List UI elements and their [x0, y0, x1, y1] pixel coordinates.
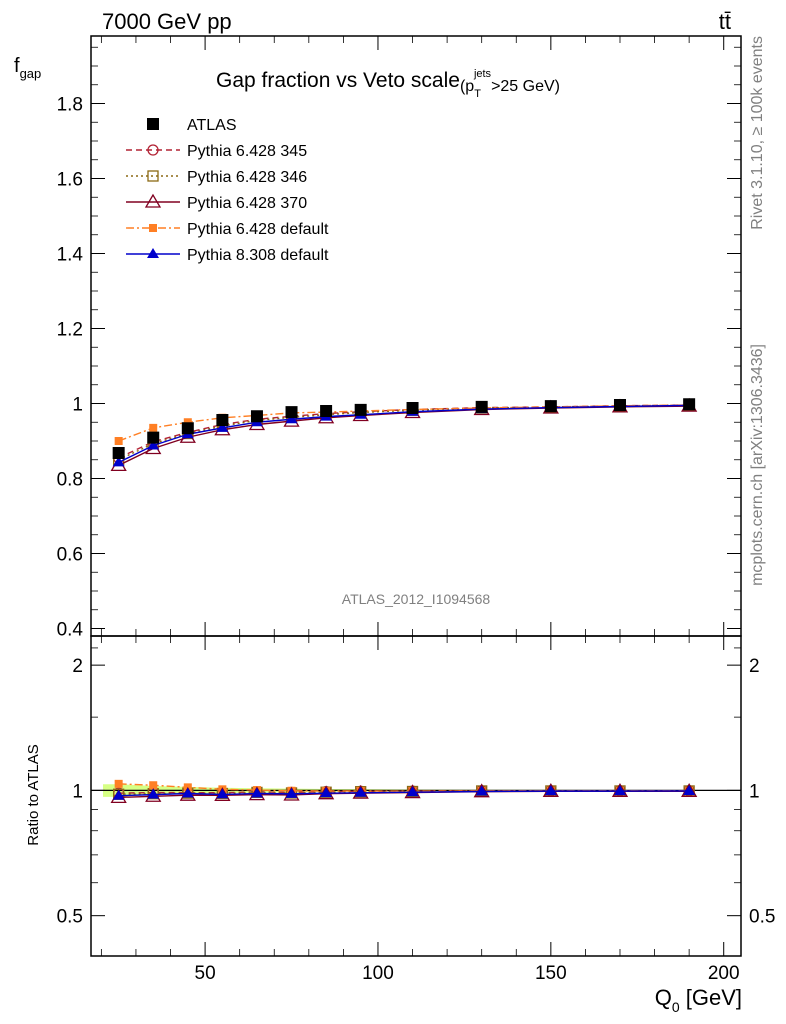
legend-label: Pythia 6.428 370 [187, 195, 307, 212]
ratio-data-point [147, 788, 160, 799]
data-point [406, 402, 419, 414]
data-point [320, 405, 333, 417]
data-point [147, 431, 160, 444]
y-axis-label-main: fgap [14, 55, 41, 81]
main-title-text: Gap fraction vs Veto scale [216, 69, 460, 92]
process-label: tt̄ [719, 9, 731, 34]
y-tick-label: 1.6 [57, 170, 83, 191]
data-point [216, 421, 229, 432]
main-series-group [110, 397, 698, 472]
x-axis-ticks: 50 100 150 200 [100, 36, 740, 984]
legend-marker [147, 248, 159, 258]
ratio-tick-label: 2 [72, 656, 83, 677]
ratio-data-point [473, 783, 490, 798]
title-cut-close: >25 GeV) [491, 78, 560, 95]
data-point [475, 400, 488, 413]
analysis-id: ATLAS_2012_I1094568 [342, 591, 491, 607]
main-title: Gap fraction vs Veto scale(pTjets>25 GeV… [216, 68, 560, 100]
data-point [683, 398, 696, 411]
data-point [112, 456, 125, 467]
y-tick-label: 0.4 [57, 620, 84, 641]
y-tick-label: 0.6 [57, 545, 83, 566]
data-point [613, 399, 626, 411]
ratio-data-point [114, 779, 123, 788]
ratio-data-point [149, 781, 158, 790]
legend-label: Pythia 8.308 default [187, 247, 329, 264]
main-panel: 0.4 0.6 0.8 1 1.2 1.4 1.6 1.8 Gap fraction vs V… [14, 35, 742, 641]
data-point [250, 410, 263, 423]
ratio-data-point [354, 786, 367, 797]
ratio-data-point [250, 787, 263, 798]
legend-label: Pythia 6.428 346 [187, 169, 307, 186]
ratio-data-point [181, 787, 194, 798]
ratio-data-point [285, 787, 298, 798]
ratio-data-point [216, 788, 229, 799]
legend-label: ATLAS [187, 117, 237, 134]
x-tick-label: 50 [195, 963, 216, 984]
ratio-series-group [110, 779, 698, 804]
legend-label: Pythia 6.428 default [187, 221, 329, 238]
title-cut-open: (p [460, 78, 474, 95]
ratio-panel: 0.5 0.5 1 1 2 2 Ratio to ATLAS 50 100 150 200 Q0… [25, 36, 775, 1015]
ratio-tick-label: 1 [72, 781, 83, 802]
series-atlas [112, 398, 696, 459]
legend-marker [149, 224, 157, 232]
ratio-data-point [613, 785, 626, 796]
y-tick-label: 1.8 [57, 95, 83, 116]
y-tick-label: 0.8 [57, 470, 83, 491]
ratio-data-point [683, 784, 696, 795]
ratio-tick-label-right: 1 [749, 781, 760, 802]
energy-label: 7000 GeV pp [102, 9, 232, 34]
data-point [354, 403, 367, 416]
x-tick-label: 100 [362, 963, 394, 984]
x-tick-label: 150 [535, 963, 567, 984]
data-point [114, 437, 123, 445]
ratio-data-point [542, 783, 559, 797]
ratio-tick-label: 0.5 [57, 907, 83, 928]
ratio-data-point [112, 789, 125, 800]
ratio-data-point [544, 785, 557, 796]
series-line [118, 404, 690, 442]
ratio-frame [90, 635, 742, 957]
x-tick-label: 200 [708, 963, 740, 984]
data-point [147, 439, 160, 450]
ratio-data-point [611, 783, 629, 797]
legend-marker [144, 193, 162, 208]
data-point [149, 423, 158, 432]
legend-marker [147, 170, 159, 182]
x-axis-label: Q0 [GeV] [655, 985, 742, 1015]
ratio-series-pythia-8-308-default [112, 784, 696, 800]
series-line [118, 405, 690, 467]
main-y-ticks: 0.4 0.6 0.8 1 1.2 1.4 1.6 1.8 [57, 46, 741, 641]
data-point [285, 406, 298, 419]
rivet-version-label: Rivet 3.1.10, ≥ 100k events [749, 36, 766, 230]
ratio-data-point [475, 785, 488, 796]
y-axis-label-ratio: Ratio to ATLAS [25, 744, 42, 845]
ratio-data-point [406, 786, 419, 797]
legend: ATLAS Pythia 6.428 345 Pythia 6.428 346 Pyt… [126, 117, 329, 264]
y-tick-label: 1.2 [57, 320, 83, 341]
legend-marker [147, 144, 159, 156]
ratio-data-point [320, 787, 333, 798]
title-cut-sub: T [474, 88, 481, 100]
y-tick-label: 1.4 [57, 245, 84, 266]
ratio-tick-label-right: 0.5 [749, 907, 775, 928]
legend-label: Pythia 6.428 345 [187, 143, 307, 160]
data-point [112, 447, 125, 459]
data-point [544, 400, 557, 413]
ratio-y-ticks: 0.5 0.5 1 1 2 2 [57, 647, 775, 957]
title-cut-sup: jets [473, 68, 492, 80]
source-label: mcplots.cern.ch [arXiv:1306.3436] [749, 344, 766, 586]
legend-marker [147, 118, 159, 130]
y-tick-label: 1 [72, 395, 83, 416]
ratio-tick-label-right: 2 [749, 656, 760, 677]
data-point [285, 413, 298, 424]
data-point [181, 422, 194, 435]
data-point [216, 414, 229, 426]
